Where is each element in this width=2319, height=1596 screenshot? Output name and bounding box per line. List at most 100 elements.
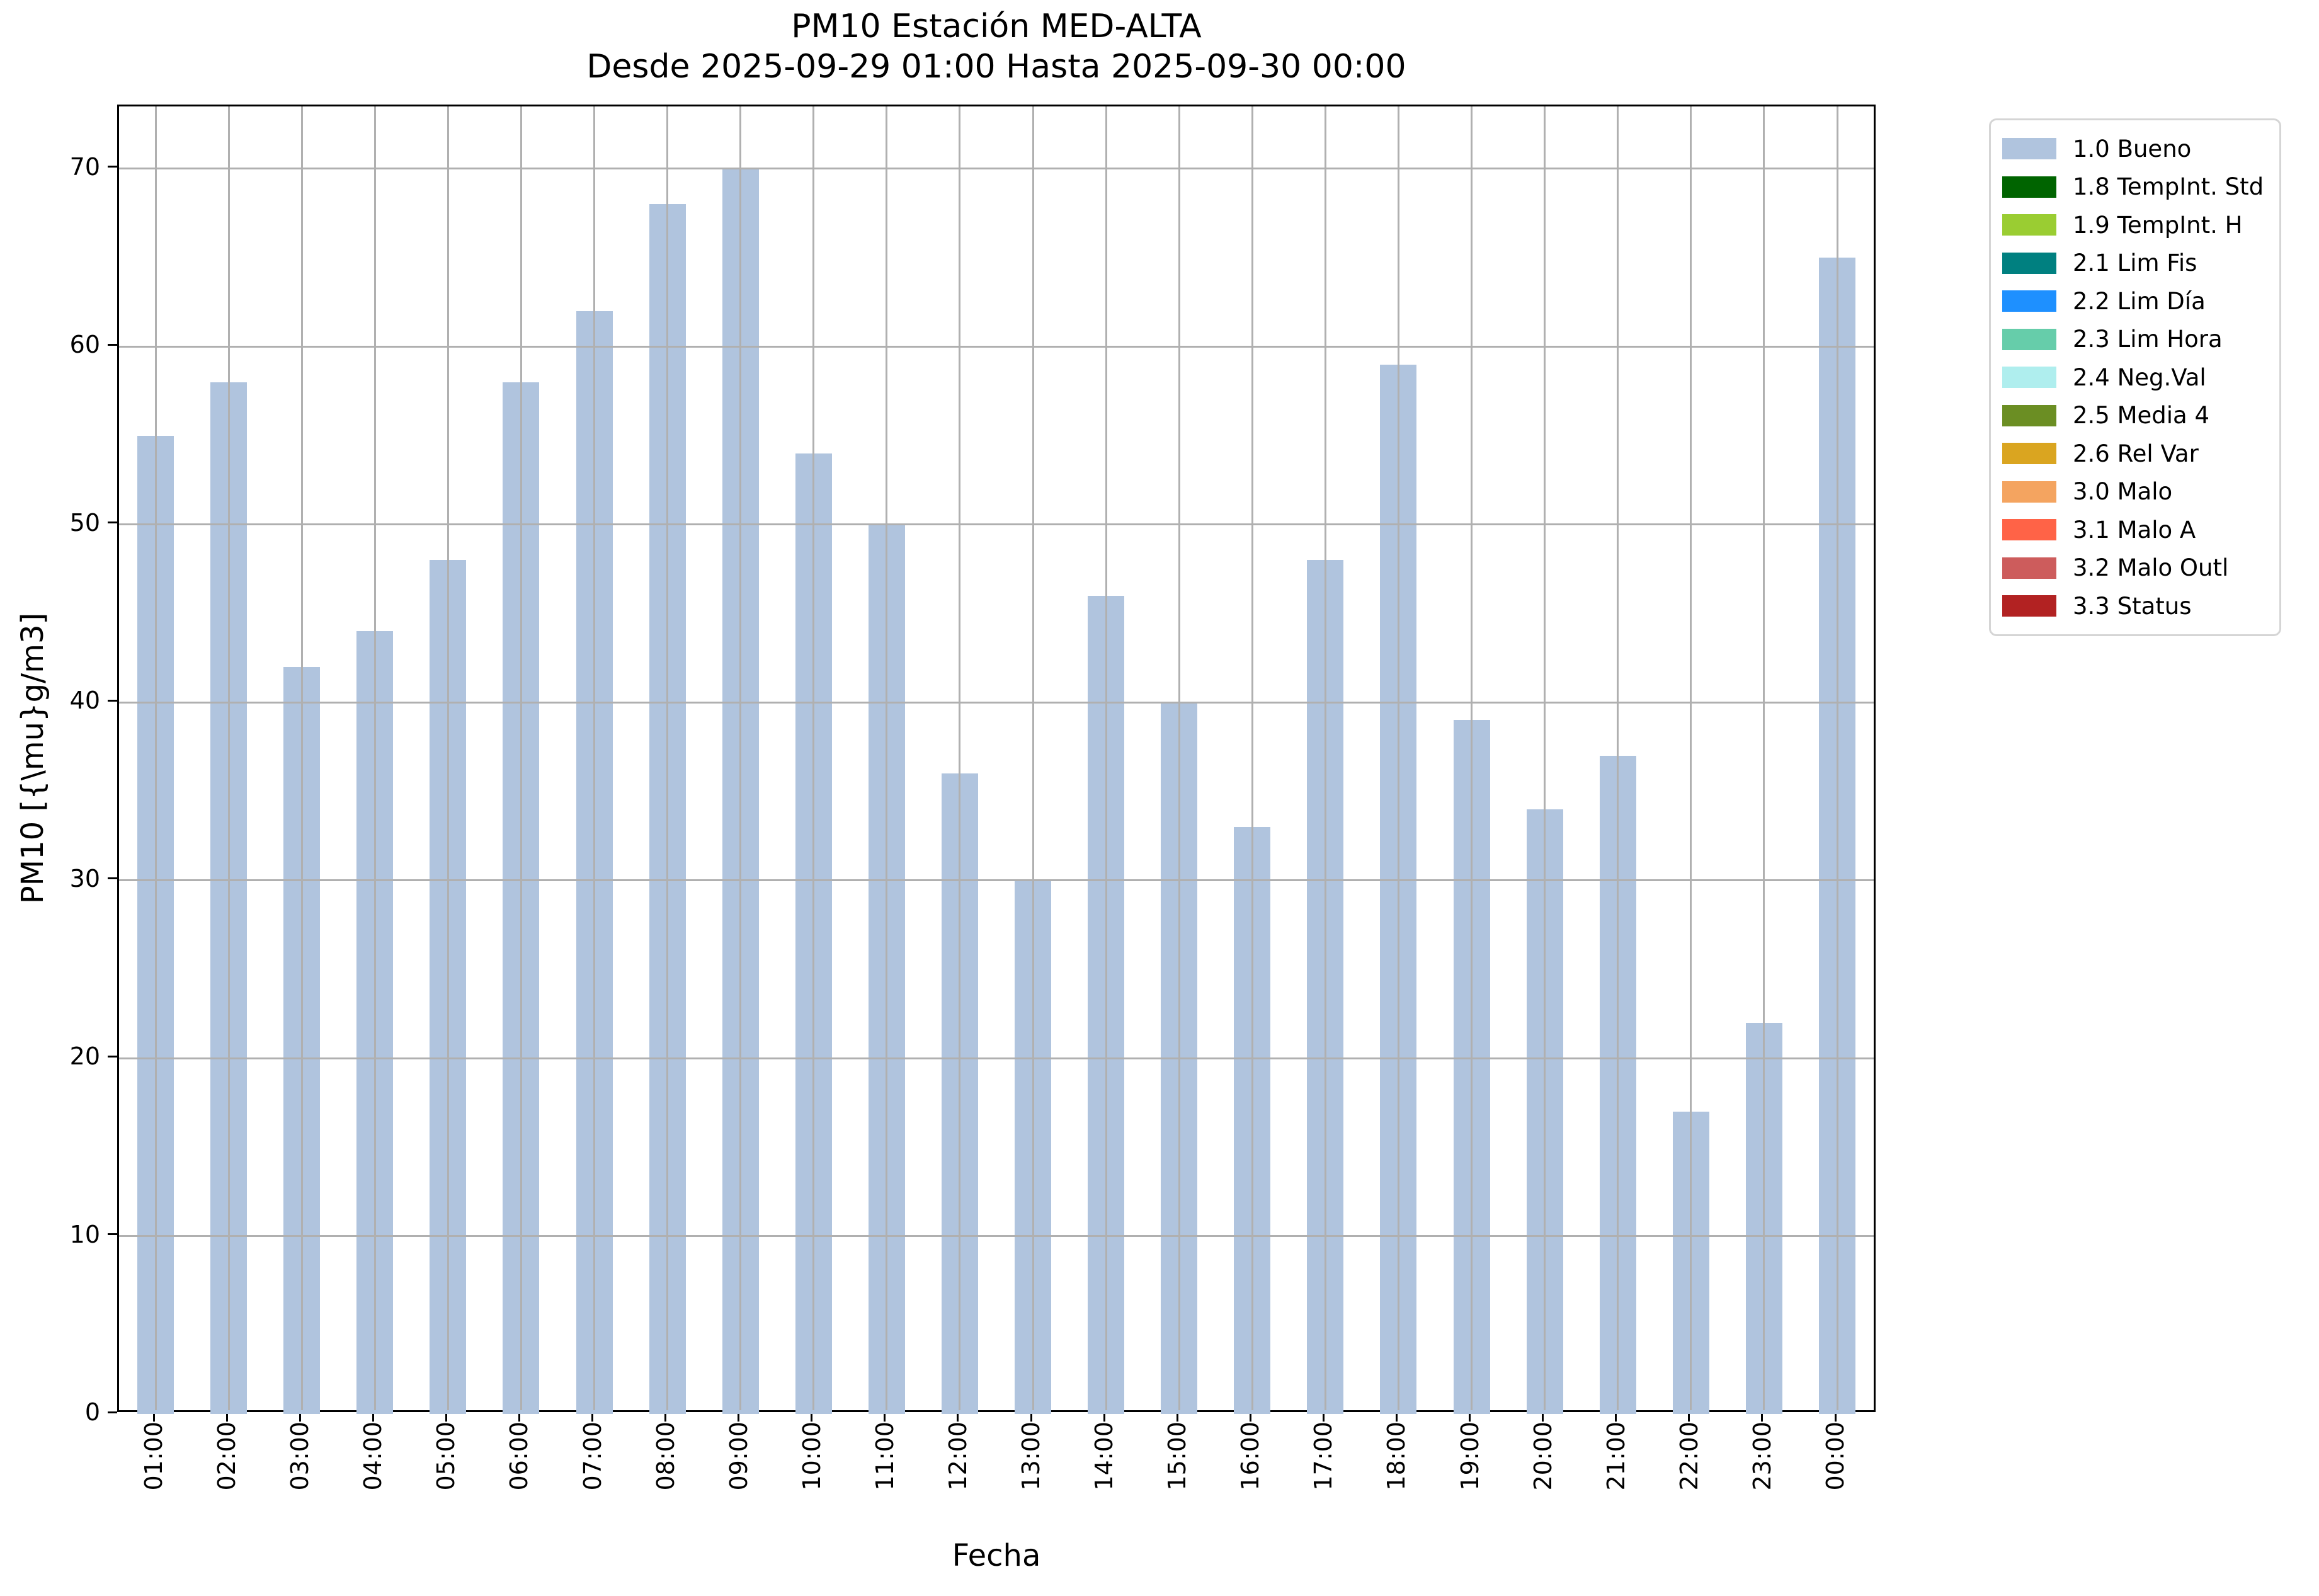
y-tick-label: 20	[69, 1042, 100, 1071]
legend-label: 1.8 TempInt. Std	[2073, 173, 2264, 200]
legend-swatch	[2002, 404, 2056, 426]
x-tick-label: 22:00	[1675, 1422, 1703, 1491]
x-tick-mark	[811, 1412, 813, 1422]
x-tick-label: 16:00	[1236, 1422, 1265, 1491]
legend-item: 2.5 Media 4	[2002, 397, 2268, 434]
y-gridline	[119, 523, 1874, 526]
legend-item: 3.3 Status	[2002, 588, 2268, 624]
y-tick-mark	[108, 343, 117, 346]
chart-subtitle: Desde 2025-09-29 01:00 Hasta 2025-09-30 …	[586, 48, 1406, 86]
chart-title: PM10 Estación MED-ALTA	[791, 8, 1202, 45]
legend-label: 2.4 Neg.Val	[2073, 363, 2206, 391]
legend-label: 1.9 TempInt. H	[2073, 211, 2243, 239]
x-gridline	[1690, 106, 1692, 1410]
legend-item: 2.1 Lim Fis	[2002, 245, 2268, 282]
x-tick-mark	[591, 1412, 594, 1422]
x-tick-mark	[1395, 1412, 1398, 1422]
legend-item: 3.1 Malo A	[2002, 511, 2268, 548]
x-tick-label: 02:00	[213, 1422, 241, 1491]
y-axis-label: PM10 [{\mu}g/m3]	[15, 612, 50, 904]
legend-item: 2.3 Lim Hora	[2002, 321, 2268, 358]
y-tick-label: 40	[69, 687, 100, 715]
x-tick-label: 21:00	[1602, 1422, 1630, 1491]
legend-label: 2.2 Lim Día	[2073, 287, 2206, 315]
y-gridline	[119, 345, 1874, 348]
x-tick-label: 00:00	[1821, 1422, 1849, 1491]
x-gridline	[959, 106, 961, 1410]
y-tick-mark	[108, 1055, 117, 1057]
legend-label: 2.1 Lim Fis	[2073, 249, 2197, 276]
legend-swatch	[2002, 252, 2056, 274]
x-gridline	[1032, 106, 1034, 1410]
y-tick-mark	[108, 522, 117, 524]
y-gridline	[119, 879, 1874, 882]
x-tick-label: 14:00	[1090, 1422, 1119, 1491]
x-tick-mark	[1761, 1412, 1763, 1422]
x-tick-label: 10:00	[797, 1422, 826, 1491]
legend-label: 3.0 Malo	[2073, 478, 2173, 505]
x-tick-label: 07:00	[578, 1422, 607, 1491]
legend-label: 3.1 Malo A	[2073, 516, 2196, 544]
x-tick-label: 01:00	[140, 1422, 168, 1491]
x-tick-mark	[372, 1412, 374, 1422]
y-tick-label: 60	[69, 331, 100, 359]
y-tick-label: 70	[69, 152, 100, 181]
x-gridline	[520, 106, 522, 1410]
legend-label: 3.3 Status	[2073, 592, 2192, 620]
x-tick-mark	[738, 1412, 740, 1422]
y-tick-label: 0	[84, 1398, 100, 1426]
legend: 1.0 Bueno 1.8 TempInt. Std 1.9 TempInt. H 2…	[1989, 118, 2281, 636]
x-tick-mark	[1030, 1412, 1032, 1422]
legend-item: 2.4 Neg.Val	[2002, 359, 2268, 396]
x-tick-label: 12:00	[943, 1422, 972, 1491]
y-tick-mark	[108, 166, 117, 168]
legend-item: 2.2 Lim Día	[2002, 283, 2268, 319]
legend-item: 1.8 TempInt. Std	[2002, 169, 2268, 205]
legend-swatch	[2002, 328, 2056, 350]
x-gridline	[1178, 106, 1180, 1410]
legend-swatch	[2002, 176, 2056, 198]
x-tick-label: 20:00	[1529, 1422, 1557, 1491]
x-tick-mark	[1542, 1412, 1544, 1422]
x-gridline	[1617, 106, 1619, 1410]
legend-item: 1.9 TempInt. H	[2002, 207, 2268, 243]
x-tick-label: 23:00	[1748, 1422, 1776, 1491]
x-gridline	[666, 106, 669, 1410]
legend-label: 3.2 Malo Outl	[2073, 554, 2229, 581]
x-gridline	[1251, 106, 1253, 1410]
x-tick-mark	[445, 1412, 447, 1422]
legend-swatch	[2002, 290, 2056, 312]
x-gridline	[1324, 106, 1326, 1410]
x-tick-label: 17:00	[1309, 1422, 1338, 1491]
x-tick-mark	[1834, 1412, 1837, 1422]
x-gridline	[1471, 106, 1473, 1410]
legend-item: 3.0 Malo	[2002, 474, 2268, 510]
x-tick-label: 09:00	[724, 1422, 753, 1491]
x-tick-mark	[225, 1412, 228, 1422]
y-tick-mark	[108, 1233, 117, 1236]
x-gridline	[1763, 106, 1765, 1410]
y-tick-label: 10	[69, 1220, 100, 1248]
y-gridline	[119, 1057, 1874, 1059]
legend-item: 1.0 Bueno	[2002, 130, 2268, 167]
x-gridline	[227, 106, 230, 1410]
plot-area	[117, 105, 1876, 1414]
x-tick-mark	[1103, 1412, 1105, 1422]
x-gridline	[593, 106, 596, 1410]
x-gridline	[373, 106, 376, 1410]
x-gridline	[1544, 106, 1546, 1410]
y-gridline	[119, 168, 1874, 170]
y-gridline	[119, 701, 1874, 704]
x-tick-mark	[1615, 1412, 1617, 1422]
x-tick-label: 05:00	[432, 1422, 460, 1491]
x-tick-mark	[957, 1412, 959, 1422]
x-tick-label: 19:00	[1456, 1422, 1484, 1491]
legend-swatch	[2002, 138, 2056, 159]
x-tick-mark	[299, 1412, 301, 1422]
legend-swatch	[2002, 443, 2056, 464]
y-tick-mark	[108, 877, 117, 880]
x-tick-label: 15:00	[1163, 1422, 1192, 1491]
legend-swatch	[2002, 519, 2056, 540]
x-tick-mark	[1176, 1412, 1178, 1422]
